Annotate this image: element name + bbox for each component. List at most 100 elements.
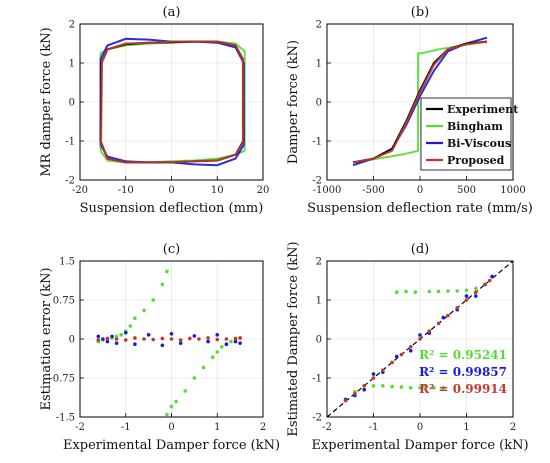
panel-title-d: (d) (411, 242, 429, 257)
data-point-proposed (238, 336, 242, 340)
legend-label: Experiment (447, 103, 519, 116)
data-point-bingham (381, 384, 385, 388)
data-point-bingham (151, 298, 155, 302)
tick-label-y: 0 (316, 335, 322, 346)
y-axis-label-a: MR damper force (kN) (39, 27, 54, 176)
tick-label-x: -1000 (313, 185, 342, 196)
data-point-bingham (169, 404, 174, 409)
data-point-bingham (160, 282, 165, 287)
data-point-bingham (390, 384, 394, 389)
data-point-proposed (487, 278, 492, 283)
data-point-bingham (427, 289, 432, 294)
tick-label-x: -20 (72, 185, 88, 196)
data-point-bingham (399, 385, 404, 389)
panel-d: (d) -2 -1 0 1 2 -2 -1 0 1 2 Experimental Damper for… (286, 241, 529, 453)
data-point-bi-viscous (394, 354, 399, 359)
data-point-proposed (151, 337, 155, 342)
tick-label-y: 0 (69, 335, 75, 346)
tick-label-x: -500 (362, 185, 384, 196)
plot-area-d (327, 261, 513, 417)
data-point-proposed (371, 376, 376, 380)
tick-label-x: 10 (211, 185, 224, 196)
plot-area-a (99, 37, 246, 167)
tick-label-x: 1000 (500, 185, 525, 196)
tick-label-x: -1 (369, 422, 379, 433)
x-axis-label-d: Experimental Damper force (kN) (311, 438, 528, 453)
data-point-proposed (436, 321, 441, 326)
data-point-proposed (390, 360, 394, 365)
tick-label-y: 1 (316, 296, 322, 307)
data-point-bingham (441, 385, 446, 390)
data-point-bingham (446, 289, 450, 293)
tick-label-y: 2 (316, 20, 322, 31)
data-point-proposed (206, 336, 210, 340)
data-point-proposed (178, 338, 183, 342)
data-point-bi-viscous (490, 274, 494, 279)
data-point-proposed (408, 345, 413, 349)
data-point-bingham (371, 384, 376, 388)
tick-label-y: 0.75 (53, 296, 75, 307)
tick-label-y: 1 (316, 59, 322, 70)
data-point-proposed (105, 336, 110, 341)
legend-label: Proposed (447, 154, 505, 167)
panel-b: (b) -1000 -500 0 500 1000 -2 -1 0 1 2 Suspension de… (286, 5, 533, 216)
data-point-proposed (233, 336, 238, 341)
data-point-bi-viscous (418, 333, 422, 337)
data-point-proposed (123, 338, 128, 342)
tick-label-x: 20 (257, 185, 270, 196)
tick-label-x: 0 (168, 185, 174, 196)
data-point-bi-viscous (238, 341, 242, 345)
x-axis-label-b: Suspension deflection rate (mm/s) (307, 201, 533, 216)
data-point-bi-viscous (123, 330, 128, 335)
tick-label-y: -2 (65, 176, 75, 187)
data-point-proposed (343, 398, 348, 403)
panel-title-b: (b) (411, 5, 429, 20)
data-point-proposed (160, 336, 165, 341)
data-point-proposed (399, 352, 404, 357)
tick-label-x: 1 (214, 422, 220, 433)
data-point-bi-viscous (105, 339, 110, 344)
data-point-bi-viscous (146, 333, 151, 337)
tick-label-y: 0 (69, 98, 75, 109)
tick-label-x: -10 (118, 185, 134, 196)
panel-title-c: (c) (163, 242, 180, 257)
tick-label-y: -2 (312, 176, 322, 187)
data-point-proposed (188, 336, 192, 341)
tick-label-x: -2 (75, 422, 85, 433)
data-point-bi-viscous (371, 372, 376, 376)
data-point-bi-viscous (169, 332, 174, 336)
data-point-bingham (408, 385, 413, 390)
tick-label-x: 0 (417, 185, 423, 196)
data-point-bingham (229, 339, 233, 344)
tick-label-x: 1 (463, 422, 469, 433)
data-point-proposed (96, 338, 101, 342)
data-point-bingham (394, 290, 399, 295)
data-point-bingham (215, 350, 220, 354)
plot-area-c (96, 269, 242, 417)
data-point-bi-viscous (133, 342, 137, 347)
tick-label-y: -0.75 (49, 374, 75, 385)
panel-title-a: (a) (163, 5, 181, 20)
tick-label-x: -1 (121, 422, 131, 433)
data-point-bingham (210, 355, 215, 360)
plot-area-b (352, 36, 488, 167)
r2-annotation: R² = 0.99914 (419, 382, 507, 396)
data-point-proposed (142, 337, 146, 341)
data-point-bi-viscous (101, 337, 105, 341)
x-axis-label-a: Suspension deflection (mm) (80, 201, 264, 216)
data-point-bi-viscous (362, 387, 367, 392)
data-point-bingham (432, 385, 436, 390)
data-point-bingham (119, 333, 123, 337)
data-point-bi-viscous (96, 334, 101, 339)
data-point-proposed (446, 313, 450, 318)
tick-label-x: 0 (417, 422, 423, 433)
tick-label-y: -1 (65, 137, 75, 148)
data-point-bingham (192, 376, 197, 380)
data-point-bingham (165, 269, 169, 274)
data-point-bingham (174, 399, 178, 404)
data-point-bingham (142, 308, 146, 313)
tick-label-y: -1 (312, 374, 322, 385)
data-point-proposed (381, 368, 385, 373)
legend: Experiment Bingham Bi-Viscous Proposed (420, 97, 519, 171)
